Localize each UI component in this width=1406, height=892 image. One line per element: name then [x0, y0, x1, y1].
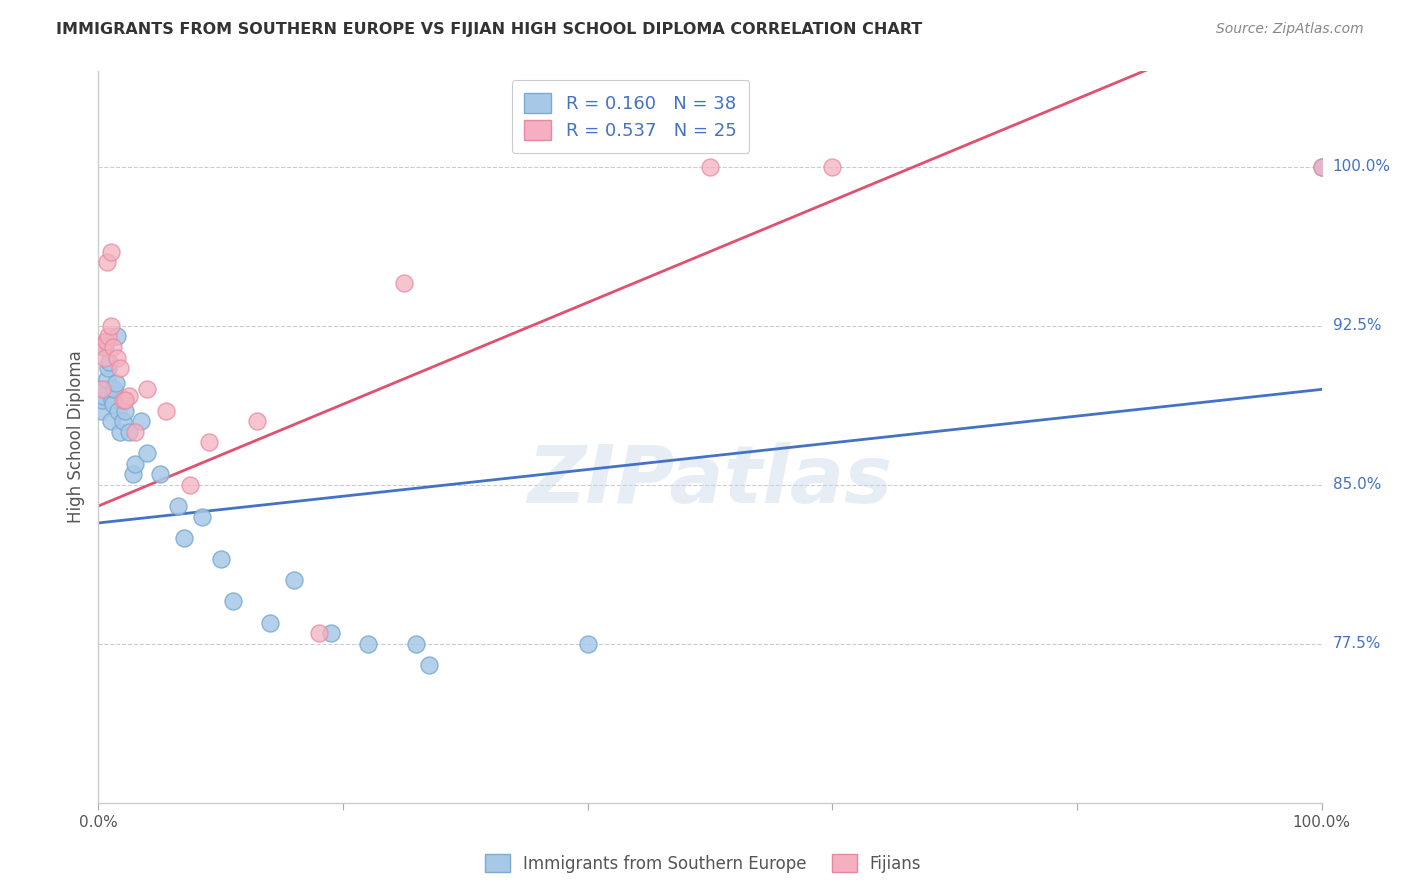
- Point: [418, 658, 440, 673]
- Point: [110, 425, 132, 439]
- Point: [167, 499, 190, 513]
- Point: [155, 403, 177, 417]
- Point: [209, 552, 232, 566]
- Point: [91, 392, 114, 407]
- Point: [100, 318, 122, 333]
- Point: [179, 477, 201, 491]
- Text: ZIPatlas: ZIPatlas: [527, 442, 893, 520]
- Point: [105, 329, 128, 343]
- Point: [94, 334, 117, 348]
- Text: 100.0%: 100.0%: [1333, 160, 1391, 174]
- Point: [136, 446, 159, 460]
- Point: [283, 573, 305, 587]
- Point: [1310, 160, 1333, 174]
- Point: [96, 372, 118, 386]
- Point: [124, 425, 146, 439]
- Point: [1310, 160, 1333, 174]
- Legend: Immigrants from Southern Europe, Fijians: Immigrants from Southern Europe, Fijians: [478, 847, 928, 880]
- Point: [392, 277, 416, 291]
- Point: [173, 531, 195, 545]
- Point: [101, 397, 124, 411]
- Point: [319, 626, 342, 640]
- Text: 77.5%: 77.5%: [1333, 636, 1381, 651]
- Point: [93, 383, 115, 397]
- Point: [104, 376, 127, 390]
- Point: [246, 414, 269, 428]
- Point: [129, 414, 152, 428]
- Point: [103, 383, 125, 397]
- Point: [101, 392, 124, 407]
- Point: [97, 361, 120, 376]
- Point: [90, 403, 112, 417]
- Point: [149, 467, 172, 482]
- Text: Source: ZipAtlas.com: Source: ZipAtlas.com: [1216, 22, 1364, 37]
- Text: 85.0%: 85.0%: [1333, 477, 1381, 492]
- Point: [121, 467, 143, 482]
- Point: [197, 435, 219, 450]
- Point: [576, 637, 599, 651]
- Text: 92.5%: 92.5%: [1333, 318, 1381, 334]
- Point: [118, 389, 141, 403]
- Point: [308, 626, 330, 640]
- Point: [111, 392, 134, 407]
- Point: [107, 403, 129, 417]
- Point: [100, 414, 122, 428]
- Point: [191, 509, 214, 524]
- Point: [114, 392, 136, 407]
- Point: [101, 340, 124, 354]
- Point: [93, 351, 115, 365]
- Point: [114, 403, 136, 417]
- Point: [111, 414, 134, 428]
- Point: [94, 334, 117, 348]
- Point: [124, 457, 146, 471]
- Point: [136, 383, 159, 397]
- Point: [97, 329, 120, 343]
- Point: [91, 340, 114, 354]
- Point: [699, 160, 721, 174]
- Point: [100, 244, 122, 259]
- Point: [405, 637, 427, 651]
- Point: [96, 255, 118, 269]
- Point: [93, 340, 115, 354]
- Point: [259, 615, 281, 630]
- Point: [105, 351, 128, 365]
- Point: [98, 355, 121, 369]
- Point: [222, 594, 245, 608]
- Point: [118, 425, 141, 439]
- Point: [91, 383, 114, 397]
- Point: [91, 389, 114, 403]
- Y-axis label: High School Diploma: High School Diploma: [66, 351, 84, 524]
- Point: [356, 637, 378, 651]
- Point: [821, 160, 844, 174]
- Text: IMMIGRANTS FROM SOUTHERN EUROPE VS FIJIAN HIGH SCHOOL DIPLOMA CORRELATION CHART: IMMIGRANTS FROM SOUTHERN EUROPE VS FIJIA…: [56, 22, 922, 37]
- Legend: R = 0.160   N = 38, R = 0.537   N = 25: R = 0.160 N = 38, R = 0.537 N = 25: [512, 80, 749, 153]
- Point: [110, 361, 132, 376]
